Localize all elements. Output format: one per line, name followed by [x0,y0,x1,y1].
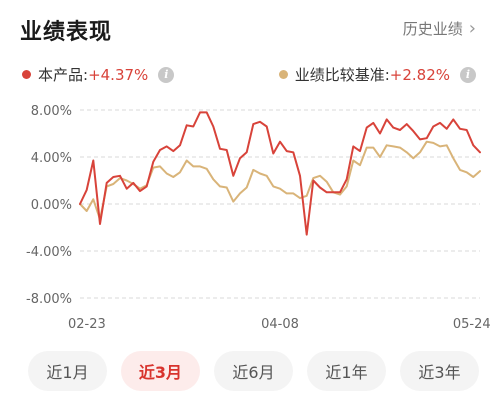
x-tick-label: 04-08 [261,317,299,332]
legend-product: 本产品: +4.37% i [22,64,175,85]
y-tick-label: 0.00% [31,198,72,213]
tab-1-month[interactable]: 近1月 [28,351,107,391]
info-icon[interactable]: i [158,66,175,83]
info-icon[interactable]: i [460,66,476,83]
tab-1-year[interactable]: 近1年 [307,351,386,391]
legend-benchmark: 业绩比较基准: +2.82% i [278,64,476,85]
series-line-product [79,111,481,236]
product-color-dot [22,70,31,79]
period-tabs: 近1月 近3月 近6月 近1年 近3年 [28,351,479,391]
chevron-right-icon: › [468,17,476,39]
y-tick-label: 4.00% [31,151,72,166]
x-tick-label: 02-23 [68,317,106,332]
page-title: 业绩表现 [20,20,113,45]
performance-chart[interactable]: 8.00% 4.00% 0.00% -4.00% -8.00% 02-23 04-08 05-… [0,96,500,336]
y-tick-label: 8.00% [31,104,72,119]
history-link-label: 历史业绩 [402,20,463,38]
tab-3-years[interactable]: 近3年 [400,351,479,391]
y-tick-label: -4.00% [26,245,72,260]
history-performance-link[interactable]: 历史业绩 › [403,18,476,39]
benchmark-color-dot [278,70,288,79]
benchmark-return-value: +2.82% [389,65,450,84]
tab-3-months[interactable]: 近3月 [121,351,200,391]
product-return-value: +4.37% [88,65,149,84]
tab-6-months[interactable]: 近6月 [214,351,293,391]
x-tick-label: 05-24 [453,317,491,332]
product-label: 本产品: [38,66,89,84]
benchmark-label: 业绩比较基准: [294,66,390,84]
y-tick-label: -8.00% [26,292,72,307]
series-line-benchmark [79,140,481,221]
